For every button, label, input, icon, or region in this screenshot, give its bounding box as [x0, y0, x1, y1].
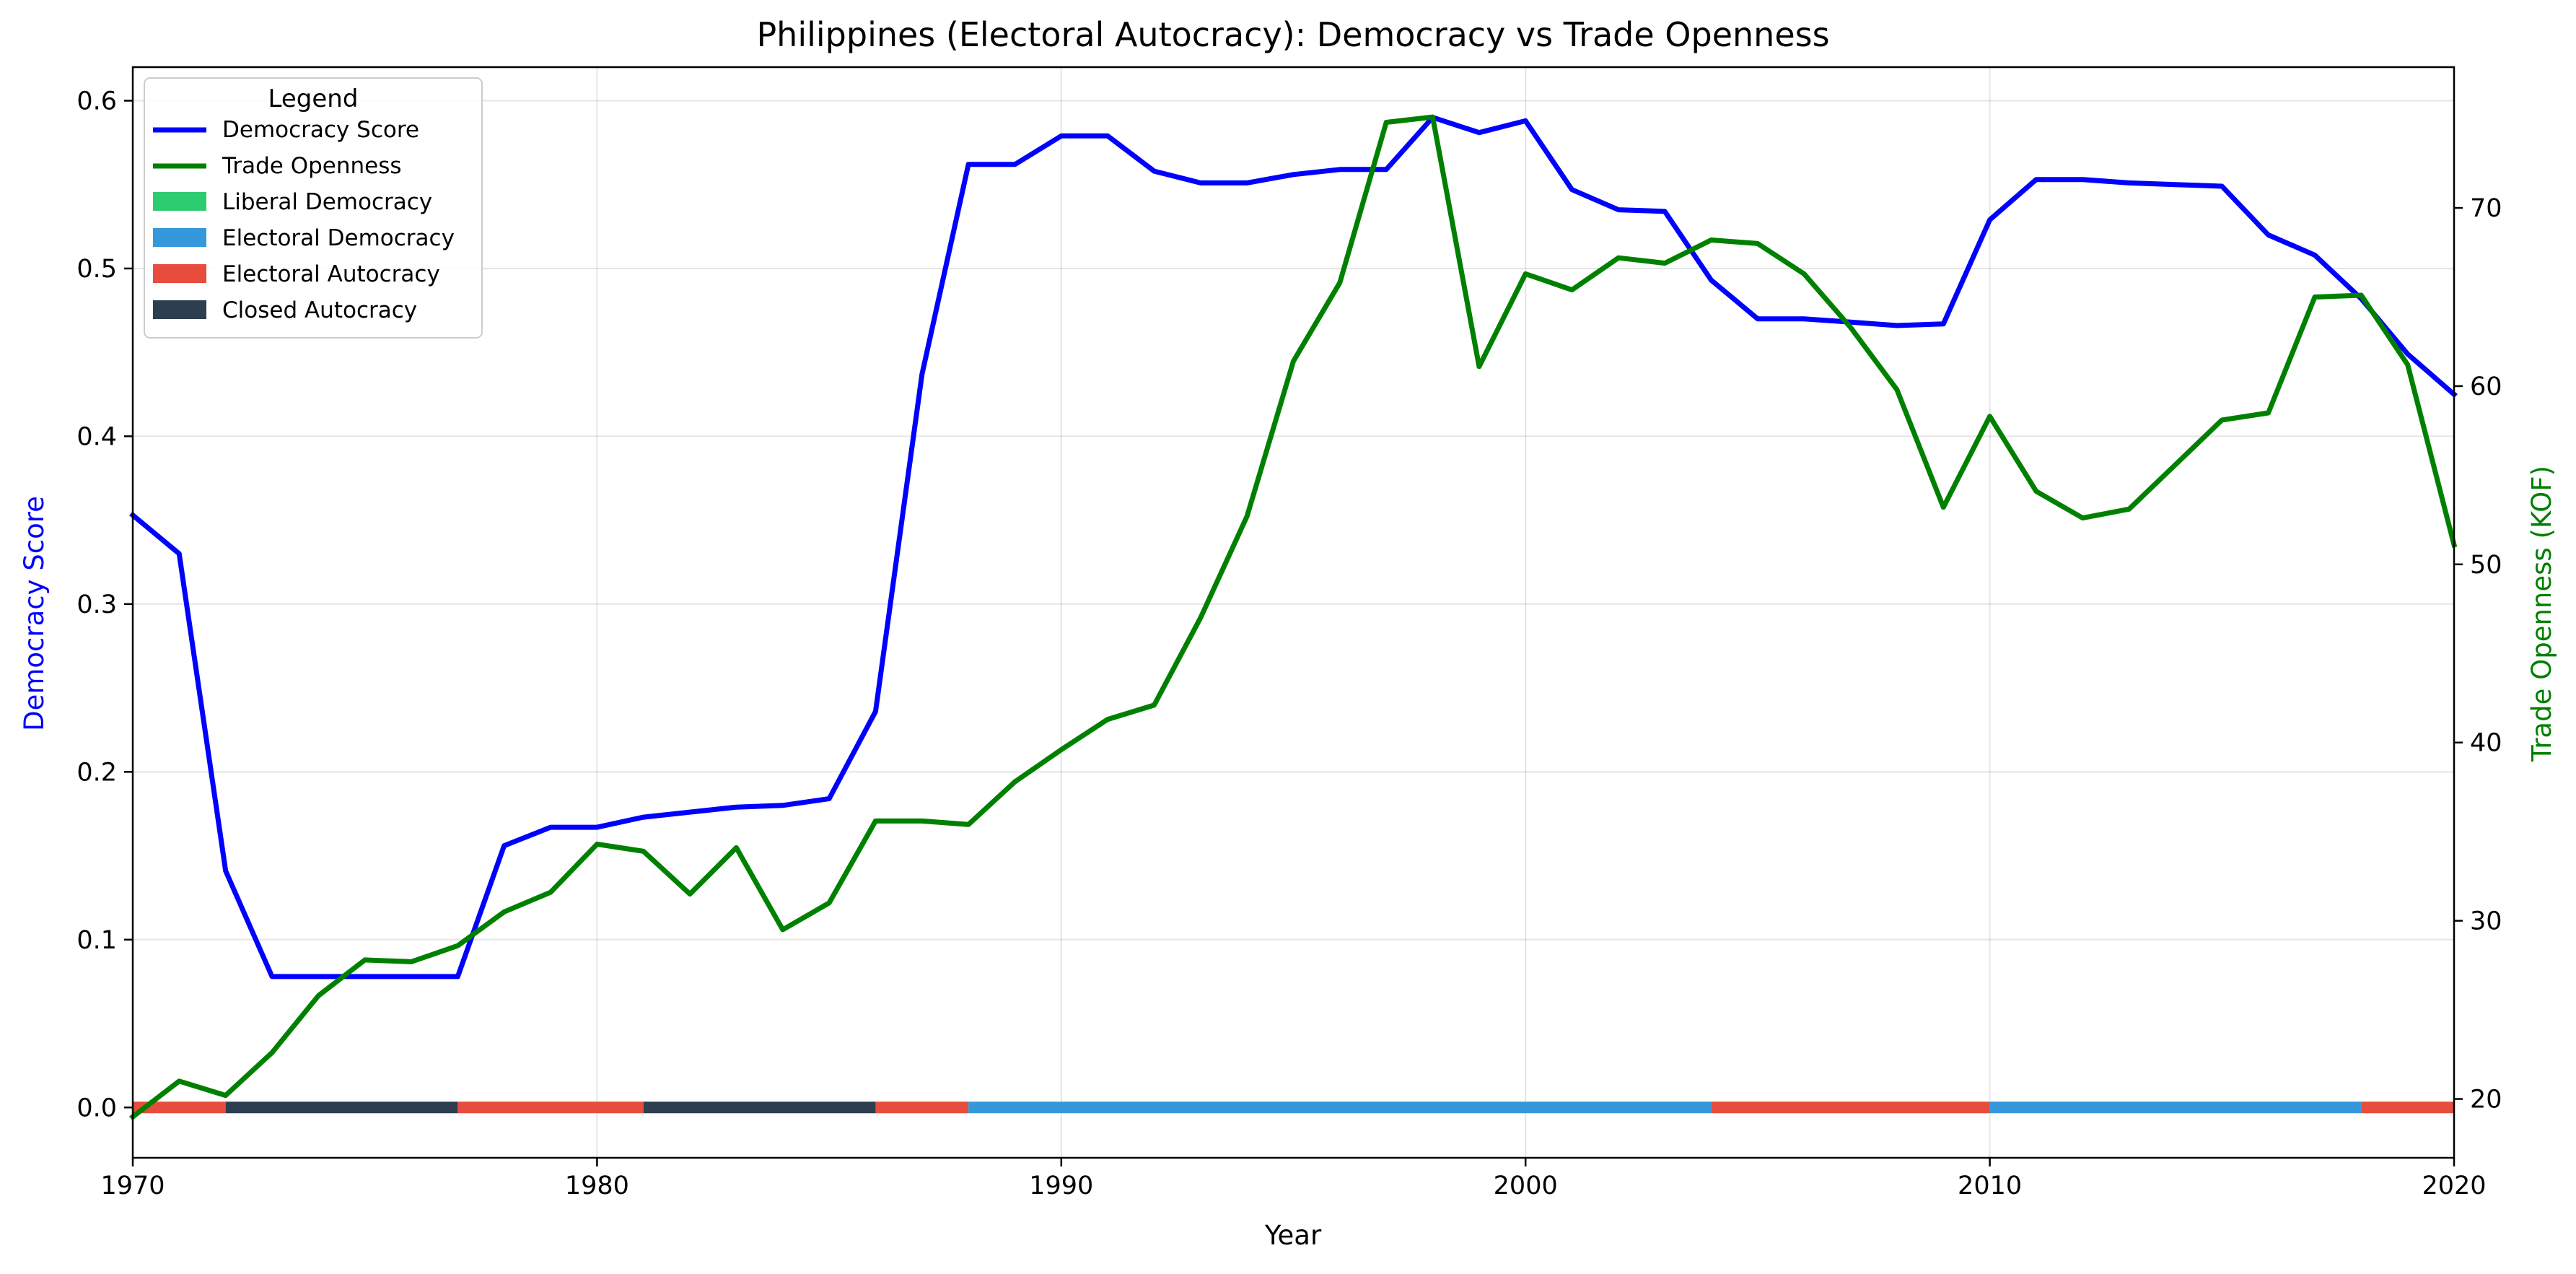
legend-title: Legend	[268, 84, 359, 113]
x-tick-label: 2000	[1494, 1172, 1558, 1200]
x-tick-label: 1990	[1029, 1172, 1093, 1200]
x-tick-label: 1970	[100, 1172, 165, 1200]
y-right-tick-label: 70	[2470, 194, 2502, 223]
x-tick-label: 2020	[2422, 1172, 2486, 1200]
regime-band	[643, 1101, 876, 1114]
x-axis-label: Year	[1264, 1220, 1322, 1251]
y-right-tick-label: 40	[2470, 729, 2502, 758]
y-right-tick-label: 30	[2470, 907, 2502, 936]
legend-entry-label: Electoral Autocracy	[222, 261, 440, 287]
regime-band	[225, 1101, 458, 1114]
y-right-tick-label: 20	[2470, 1086, 2502, 1114]
legend-patch-swatch	[153, 264, 206, 283]
regime-band	[1711, 1101, 1990, 1114]
y-left-tick-label: 0.6	[76, 87, 117, 115]
legend-entries: Democracy Score Trade Openness Liberal Dem…	[153, 117, 455, 323]
regime-band	[133, 1101, 226, 1114]
x-tick-label: 2010	[1958, 1172, 2022, 1200]
x-axis: 1970 1980 1990 2000 2010 2020	[100, 1158, 2487, 1200]
y-left-tick-label: 0.4	[76, 422, 117, 451]
series-line	[129, 114, 2458, 1121]
regime-band	[1989, 1101, 2362, 1114]
legend-patch-swatch	[153, 300, 206, 319]
legend-entry-label: Closed Autocracy	[222, 297, 417, 323]
series-line	[129, 115, 2458, 980]
legend-entry-label: Trade Openness	[222, 153, 402, 179]
y-axis-left: 0.0 0.1 0.2 0.3 0.4 0.5 0.6	[76, 87, 133, 1122]
legend-box	[144, 77, 483, 339]
plot-frame	[131, 66, 2455, 1159]
y-right-tick-label: 60	[2470, 372, 2502, 401]
y-left-tick-label: 0.1	[76, 926, 117, 955]
regime-band	[457, 1101, 644, 1114]
y-left-tick-label: 0.5	[76, 255, 117, 284]
legend-patch-swatch	[153, 192, 206, 211]
regime-band	[2361, 1101, 2454, 1114]
y-right-tick-label: 50	[2470, 551, 2502, 580]
regime-band	[968, 1101, 1712, 1114]
y-left-tick-label: 0.3	[76, 590, 117, 619]
legend-patch-swatch	[153, 228, 206, 247]
y-left-tick-label: 0.2	[76, 758, 117, 787]
y-axis-left-label: Democracy Score	[19, 496, 50, 731]
regime-band	[875, 1101, 969, 1114]
legend-entry-label: Democracy Score	[222, 117, 419, 143]
x-tick-label: 1980	[565, 1172, 629, 1200]
legend-entry-label: Electoral Democracy	[222, 225, 455, 251]
legend: Legend Democracy Score Trade Openness Libe…	[144, 77, 483, 339]
series-lines	[129, 114, 2458, 1121]
y-axis-right: 20 30 40 50 60 70	[2454, 194, 2502, 1114]
legend-entry-label: Liberal Democracy	[222, 189, 432, 215]
regime-bands	[133, 1101, 2454, 1114]
y-axis-right-label: Trade Openness (KOF)	[2526, 466, 2557, 762]
chart-title: Philippines (Electoral Autocracy): Democ…	[756, 15, 1829, 54]
y-left-tick-label: 0.0	[76, 1094, 117, 1122]
